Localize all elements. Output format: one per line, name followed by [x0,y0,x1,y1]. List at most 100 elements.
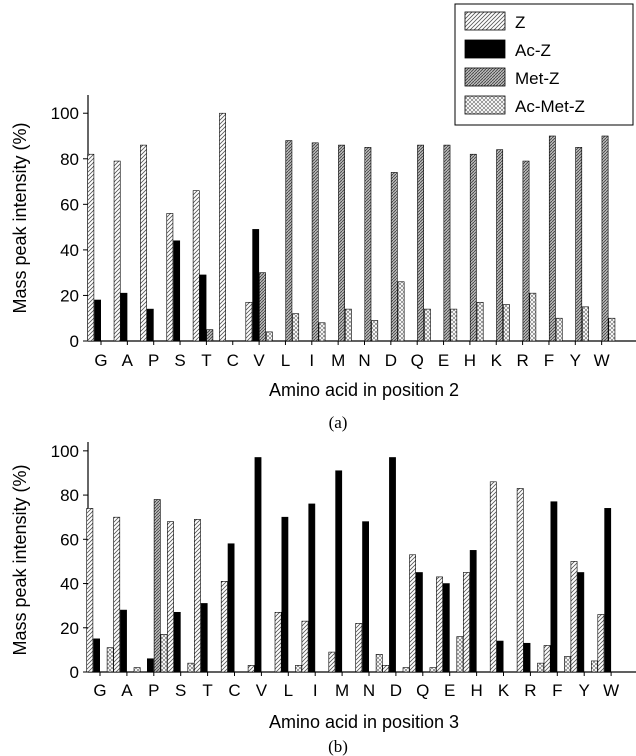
bar-ac-met-z-Y [582,306,589,342]
bar-ac-z-G [94,299,101,342]
bar-ac-met-z-N [371,320,379,342]
x-category-label: N [363,681,375,700]
x-category-label: V [256,681,268,700]
bar-ac-met-z-E [456,636,464,673]
bar-ac-z-V [254,457,262,673]
bar-met-z-N [364,147,372,342]
x-category-label: P [148,351,159,370]
x-category-label: L [281,351,290,370]
x-category-label: C [227,351,239,370]
y-tick-label: 80 [60,150,79,169]
bar-met-z-R [522,160,530,342]
y-axis-title: Mass peak intensity (%) [10,464,30,655]
x-category-label: H [470,681,482,700]
bar-met-z-L [285,140,293,342]
legend-swatch-ac-met-z [464,95,506,115]
bar-met-z-H [469,153,477,342]
bar-met-z-F [548,135,556,342]
x-category-label: N [358,351,370,370]
x-category-label: E [438,351,449,370]
bar-met-z-V [259,272,266,342]
x-category-label: R [516,351,528,370]
x-category-label: S [175,681,186,700]
panel-label: (b) [328,737,348,756]
bar-ac-z-D [389,457,396,673]
bar-met-z-P [153,499,161,673]
bar-z-P [140,144,147,342]
bar-z-N [355,623,363,673]
y-tick-label: 40 [60,575,79,594]
bar-z-V [245,301,253,342]
legend-label-met-z: Met-Z [515,69,559,88]
bar-met-z-T [206,329,214,342]
bar-ac-z-P [147,658,154,673]
x-category-label: Q [416,681,429,700]
y-axis-title: Mass peak intensity (%) [10,122,30,313]
bar-ac-met-z-D [397,281,405,342]
bar-ac-z-F [550,501,558,673]
x-category-label: S [174,351,185,370]
bar-ac-z-P [146,308,154,342]
bar-ac-met-z-K [503,304,510,342]
bar-z-S [167,521,174,673]
x-category-label: W [594,351,610,370]
x-category-label: M [335,681,349,700]
bar-z-C [219,112,226,342]
bar-ac-z-V [252,229,260,342]
bar-z-K [489,481,497,673]
bar-z-Y [570,561,578,673]
bar-met-z-Q [417,144,424,342]
bar-met-z-D [390,172,398,342]
bar-ac-z-T [199,274,207,342]
bar-ac-met-z-N [375,654,383,673]
bar-ac-z-N [362,521,369,673]
legend-label-ac-z: Ac-Z [515,41,551,60]
x-category-label: F [544,351,554,370]
x-category-label: I [309,351,314,370]
x-category-label: Y [570,351,581,370]
bar-ac-z-A [120,292,128,342]
y-tick-label: 100 [51,104,79,123]
x-category-label: T [201,351,211,370]
x-category-label: C [228,681,240,700]
bar-ac-z-K [496,640,504,673]
x-axis-title: Amino acid in position 2 [269,380,459,400]
bar-ac-met-z-P [160,634,168,673]
bar-ac-z-E [442,583,450,673]
bar-met-z-K [496,149,504,342]
bar-z-A [113,160,121,342]
bar-met-z-Y [575,147,583,342]
bar-z-H [462,572,470,673]
bar-met-z-I [311,142,319,342]
x-category-label: A [121,681,133,700]
x-category-label: H [464,351,476,370]
x-category-label: A [122,351,134,370]
x-category-label: P [148,681,159,700]
bar-ac-z-Q [415,572,423,673]
x-category-label: W [603,681,619,700]
bar-ac-met-z-R [537,662,544,673]
legend-swatch-z [464,11,506,31]
x-category-label: M [331,351,345,370]
bar-ac-met-z-F [564,656,571,673]
x-category-label: G [94,351,107,370]
bar-ac-z-C [227,543,235,673]
chart-panel-a: Mass peak intensity (%) Amino acid in po… [10,95,636,432]
bar-ac-met-z-D [402,667,410,673]
bar-z-D [382,665,390,673]
bar-ac-met-z-E [450,308,458,342]
bar-z-M [328,651,336,673]
x-axis-title: Amino acid in position 3 [269,712,459,732]
x-category-label: Q [411,351,424,370]
x-category-label: K [491,351,503,370]
bar-z-I [301,620,309,673]
bar-z-L [274,611,282,673]
x-category-label: F [552,681,562,700]
bar-z-T [194,519,201,673]
x-category-label: G [93,681,106,700]
y-tick-label: 20 [60,619,79,638]
y-tick-label: 80 [60,486,79,505]
legend-swatch-met-z [464,67,506,87]
y-tick-label: 60 [60,195,79,214]
x-category-label: V [253,351,265,370]
